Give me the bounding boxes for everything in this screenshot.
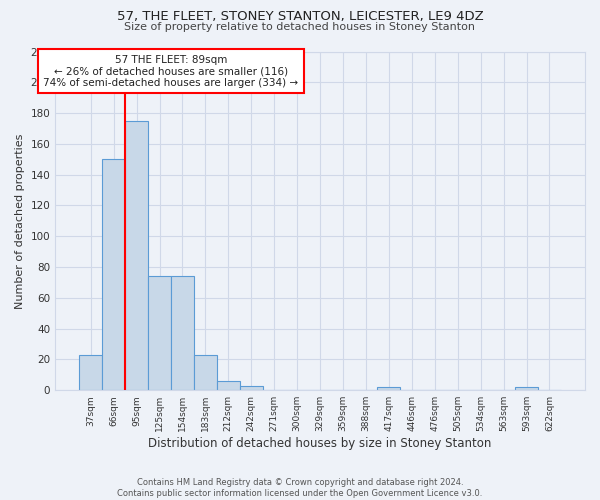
Text: 57, THE FLEET, STONEY STANTON, LEICESTER, LE9 4DZ: 57, THE FLEET, STONEY STANTON, LEICESTER… (116, 10, 484, 23)
Bar (171, 276, 194, 390)
Bar (148, 276, 171, 390)
Bar (102, 160, 125, 390)
Bar (240, 386, 263, 390)
Bar (377, 387, 400, 390)
Text: Size of property relative to detached houses in Stoney Stanton: Size of property relative to detached ho… (125, 22, 476, 32)
Bar (125, 121, 148, 390)
Bar (217, 381, 240, 390)
Text: Contains HM Land Registry data © Crown copyright and database right 2024.
Contai: Contains HM Land Registry data © Crown c… (118, 478, 482, 498)
Text: 57 THE FLEET: 89sqm
← 26% of detached houses are smaller (116)
74% of semi-detac: 57 THE FLEET: 89sqm ← 26% of detached ho… (43, 54, 299, 88)
Bar (79, 355, 102, 390)
Bar (194, 355, 217, 390)
Y-axis label: Number of detached properties: Number of detached properties (15, 133, 25, 308)
X-axis label: Distribution of detached houses by size in Stoney Stanton: Distribution of detached houses by size … (148, 437, 492, 450)
Bar (515, 387, 538, 390)
